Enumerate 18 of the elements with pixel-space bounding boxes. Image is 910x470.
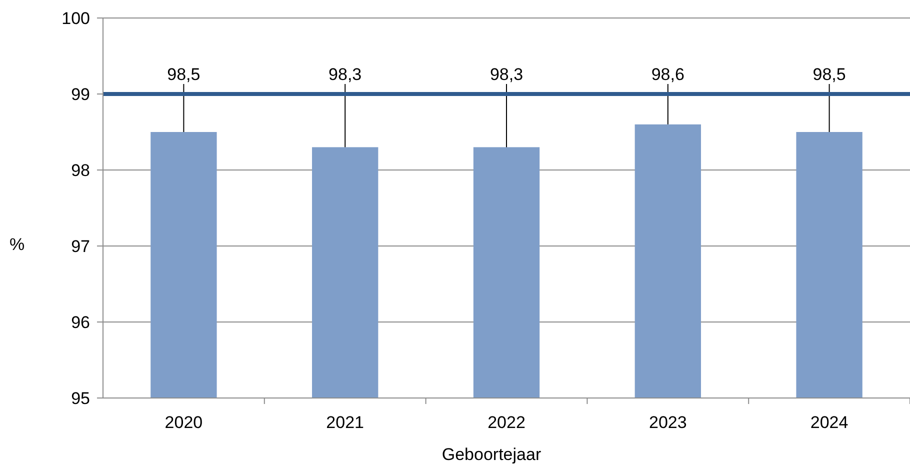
y-tick-label: 95: [71, 388, 90, 408]
y-tick-label: 97: [71, 236, 90, 256]
y-tick-label: 98: [71, 160, 90, 180]
y-tick-label: 99: [71, 84, 90, 104]
data-label: 98,3: [328, 65, 362, 84]
x-tick-label: 2024: [810, 413, 848, 432]
data-label: 98,3: [490, 65, 524, 84]
x-tick-label: 2022: [488, 413, 526, 432]
x-tick-label: 2021: [326, 413, 364, 432]
y-tick-label: 96: [71, 312, 90, 332]
y-tick-label: 100: [62, 8, 90, 28]
data-label: 98,5: [812, 65, 846, 84]
x-tick-label: 2020: [164, 413, 203, 432]
data-label: 98,6: [651, 65, 684, 84]
x-tick-label: 2023: [648, 413, 687, 432]
x-axis-title: Geboortejaar: [442, 445, 542, 464]
y-axis-title: %: [9, 235, 25, 254]
data-label: 98,5: [167, 65, 200, 84]
